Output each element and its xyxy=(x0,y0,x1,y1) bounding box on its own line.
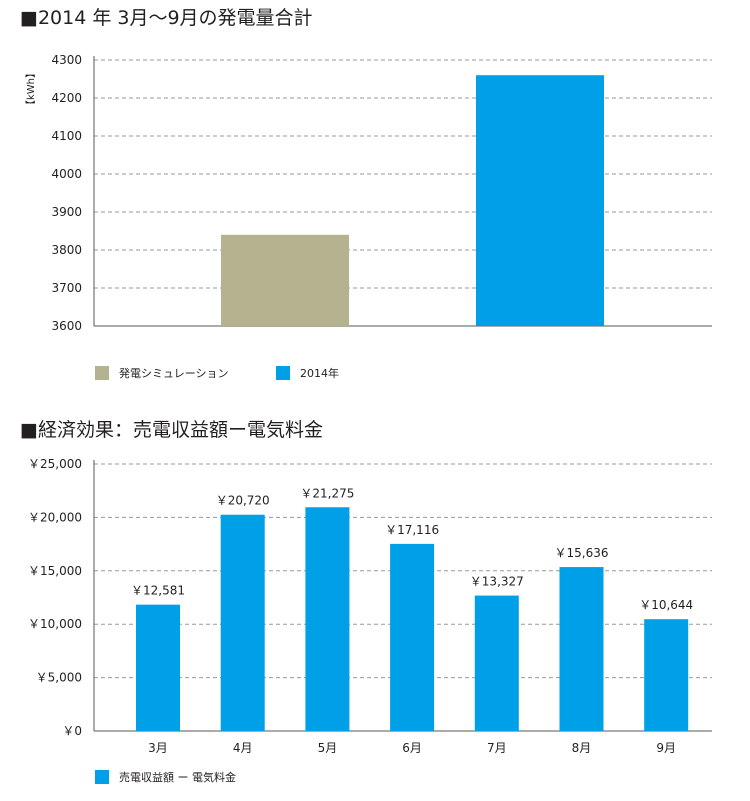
legend-swatch xyxy=(95,366,109,380)
bar-9月 xyxy=(644,619,689,731)
data-label: ￥21,275 xyxy=(300,486,354,500)
bar-6月 xyxy=(390,543,435,731)
data-label: ￥17,116 xyxy=(385,523,439,537)
y-tick-label: ￥10,000 xyxy=(28,617,82,631)
bar-4月 xyxy=(220,514,265,731)
y-tick-label: ￥5,000 xyxy=(36,671,82,685)
bar-7月 xyxy=(474,595,519,731)
legend-label: 売電収益額 ー 電気料金 xyxy=(119,770,236,784)
y-tick-label: ￥20,000 xyxy=(28,510,82,524)
y-tick-label: ￥15,000 xyxy=(28,564,82,578)
y-tick-label: 4300 xyxy=(51,53,82,67)
y-tick-label: 4100 xyxy=(51,129,82,143)
bar-5月 xyxy=(305,507,350,731)
legend-label: 発電シミュレーション xyxy=(119,366,229,380)
x-tick-label: 8月 xyxy=(572,741,592,755)
x-tick-label: 5月 xyxy=(318,741,338,755)
chart1-title: ■2014 年 3月〜9月の発電量合計 xyxy=(20,7,313,29)
bar-8月 xyxy=(559,567,604,731)
x-tick-label: 7月 xyxy=(487,741,507,755)
legend-swatch xyxy=(276,366,290,380)
generation-chart: 3600 3700 3800 3900 4000 4100 4200 4300 【kWh】発電シ… xyxy=(25,53,712,380)
x-tick-label: 6月 xyxy=(402,741,422,755)
y-tick-label: ￥25,000 xyxy=(28,457,82,471)
data-label: ￥15,636 xyxy=(555,546,609,560)
x-tick-label: 9月 xyxy=(656,741,676,755)
legend-swatch xyxy=(95,770,109,784)
y-tick-label: ￥0 xyxy=(62,724,82,738)
y-tick-label: 4000 xyxy=(51,167,82,181)
y-tick-label: 3900 xyxy=(51,205,82,219)
bar-actual xyxy=(476,75,604,326)
data-label: ￥10,644 xyxy=(639,598,693,612)
data-label: ￥12,581 xyxy=(131,584,185,598)
chart2-title: ■経済効果：売電収益額ー電気料金 xyxy=(20,419,323,441)
y-tick-label: 4200 xyxy=(51,91,82,105)
data-label: ￥13,327 xyxy=(470,575,524,589)
y-tick-label: 3800 xyxy=(51,243,82,257)
x-tick-label: 3月 xyxy=(148,741,168,755)
legend-label: 2014年 xyxy=(300,366,339,380)
bar-simulation xyxy=(221,234,349,326)
bar-3月 xyxy=(136,604,180,731)
y-unit-label: 【kWh】 xyxy=(25,68,37,110)
x-tick-label: 4月 xyxy=(233,741,253,755)
y-tick-label: 3700 xyxy=(51,281,82,295)
y-tick-label: 3600 xyxy=(51,319,82,333)
data-label: ￥20,720 xyxy=(216,494,270,508)
